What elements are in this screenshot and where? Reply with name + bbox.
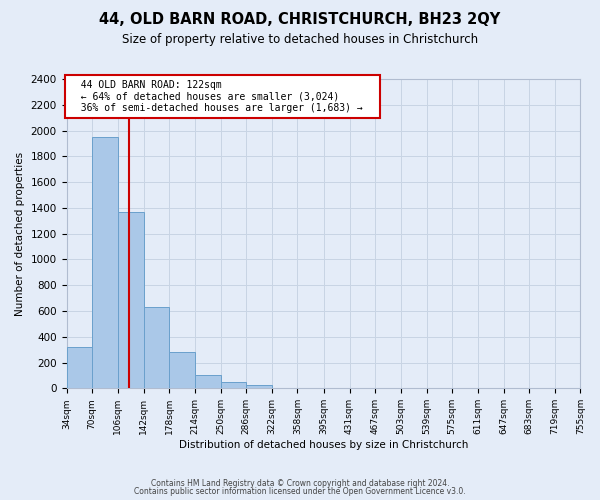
Y-axis label: Number of detached properties: Number of detached properties [15, 152, 25, 316]
Text: Contains HM Land Registry data © Crown copyright and database right 2024.: Contains HM Land Registry data © Crown c… [151, 478, 449, 488]
Bar [143, 307, 169, 388]
Text: Size of property relative to detached houses in Christchurch: Size of property relative to detached ho… [122, 32, 478, 46]
Bar [169, 352, 195, 388]
Bar [92, 137, 118, 388]
Bar [221, 382, 246, 388]
Bar [67, 347, 92, 389]
Text: Contains public sector information licensed under the Open Government Licence v3: Contains public sector information licen… [134, 487, 466, 496]
Text: 44, OLD BARN ROAD, CHRISTCHURCH, BH23 2QY: 44, OLD BARN ROAD, CHRISTCHURCH, BH23 2Q… [100, 12, 500, 28]
X-axis label: Distribution of detached houses by size in Christchurch: Distribution of detached houses by size … [179, 440, 468, 450]
Text: 44 OLD BARN ROAD: 122sqm
  ← 64% of detached houses are smaller (3,024)
  36% of: 44 OLD BARN ROAD: 122sqm ← 64% of detach… [70, 80, 375, 113]
Bar [118, 212, 143, 388]
Bar [246, 385, 272, 388]
Bar [195, 376, 221, 388]
